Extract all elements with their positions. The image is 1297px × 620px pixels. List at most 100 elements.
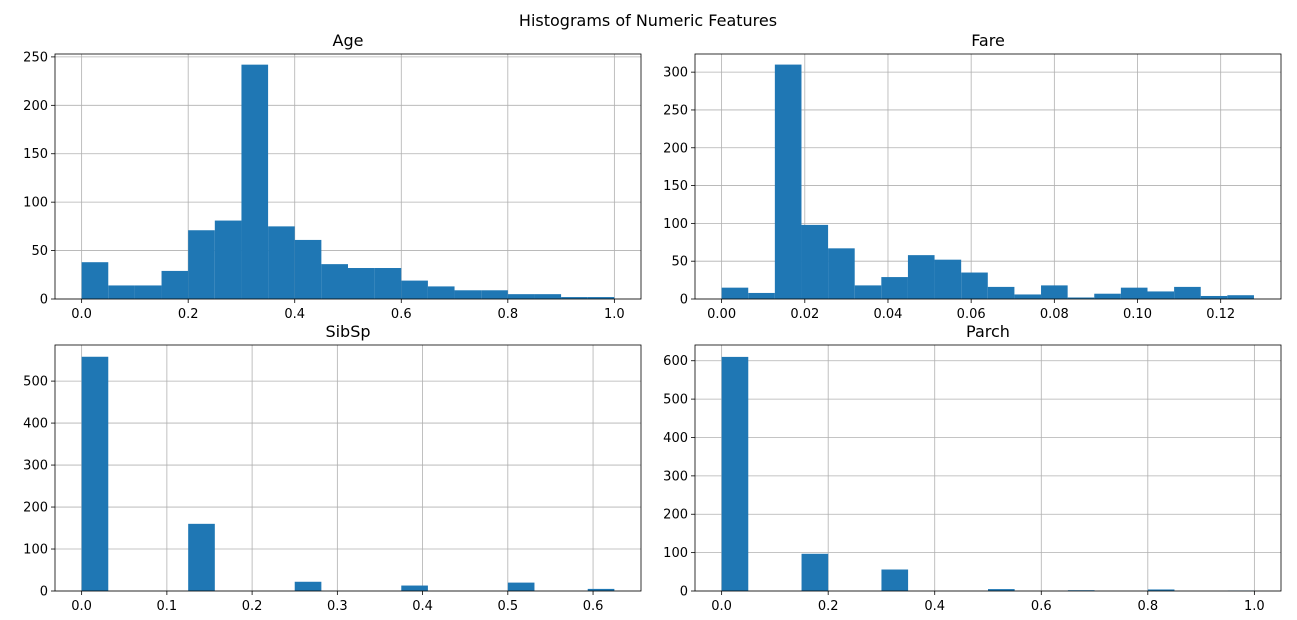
parch-x-tick-label: 0.8: [1137, 599, 1158, 614]
age-x-tick-label: 0.4: [284, 307, 305, 322]
parch-y-tick-label: 100: [663, 546, 688, 561]
age-x-tick-label: 1.0: [604, 307, 625, 322]
subplot-fare: 0.00 0.02 0.04 0.06 0.08 0.10 0.12 0 50 100 150 200…: [663, 31, 1282, 322]
fare-bar-4: [828, 248, 855, 299]
fare-bar-15: [1120, 287, 1148, 299]
age-axes-frame: [54, 53, 642, 300]
fare-bar-19: [1227, 295, 1254, 299]
sibsp-x-tick-label: 0.3: [327, 599, 348, 614]
sibsp-bar-8: [294, 581, 322, 591]
sibsp-y-tick-label: 400: [23, 417, 48, 432]
fare-bar-12: [1041, 285, 1068, 299]
fare-bar-0: [721, 287, 749, 299]
subplot-parch: 0.0 0.2 0.4 0.6 0.8 1.0 0 100 200 300 400 500 600 Par…: [663, 322, 1282, 614]
parch-bar-10: [988, 589, 1015, 591]
fare-x-tick-label: 0.02: [790, 307, 819, 322]
parch-x-tick-label: 0.4: [924, 599, 945, 614]
age-bar-3: [161, 270, 189, 299]
sibsp-x-tick-label: 0.1: [157, 599, 178, 614]
fare-y-tick-label: 200: [663, 141, 688, 156]
sibsp-y-tick-label: 0: [40, 585, 48, 600]
parch-axes-frame: [694, 344, 1282, 592]
sibsp-bar-16: [507, 582, 535, 591]
sibsp-x-tick-label: 0.6: [583, 599, 604, 614]
sibsp-subplot-title: SibSp: [325, 322, 370, 341]
parch-y-tick-label: 200: [663, 508, 688, 523]
fare-bar-10: [987, 286, 1015, 299]
parch-x-tick-label: 1.0: [1244, 599, 1265, 614]
parch-subplot-title: Parch: [966, 322, 1010, 341]
fare-subplot-title: Fare: [971, 31, 1005, 50]
fare-y-tick-label: 150: [663, 179, 688, 194]
sibsp-bar-19: [587, 588, 615, 591]
age-y-tick-label: 0: [40, 293, 48, 308]
fare-x-tick-label: 0.10: [1123, 307, 1152, 322]
parch-x-tick-label: 0.2: [818, 599, 839, 614]
fare-y-tick-label: 250: [663, 103, 688, 118]
age-x-tick-label: 0.6: [391, 307, 412, 322]
sibsp-bar-0: [81, 356, 109, 591]
age-bar-6: [241, 64, 269, 299]
age-x-tick-label: 0.0: [71, 307, 92, 322]
fare-bar-17: [1174, 286, 1201, 299]
fare-bar-5: [854, 285, 882, 299]
age-subplot-title: Age: [333, 31, 364, 50]
age-bar-12: [401, 280, 428, 299]
sibsp-x-tick-label: 0.2: [242, 599, 263, 614]
fare-bar-11: [1014, 294, 1042, 299]
age-bar-1: [108, 285, 135, 299]
age-bar-17: [534, 294, 562, 299]
age-bar-15: [481, 290, 508, 299]
age-bar-16: [507, 294, 535, 299]
fare-bar-16: [1147, 291, 1175, 299]
fare-bar-3: [801, 224, 829, 299]
fare-y-tick-label: 50: [671, 255, 688, 270]
parch-y-tick-label: 500: [663, 393, 688, 408]
age-y-tick-label: 50: [31, 244, 48, 259]
parch-bar-0: [721, 356, 749, 591]
sibsp-y-tick-label: 500: [23, 375, 48, 390]
sibsp-y-tick-label: 200: [23, 501, 48, 516]
parch-y-tick-label: 400: [663, 431, 688, 446]
age-bar-14: [454, 290, 482, 299]
fare-bar-7: [907, 255, 935, 299]
sibsp-x-tick-label: 0.4: [412, 599, 433, 614]
sibsp-x-tick-label: 0.5: [497, 599, 518, 614]
fare-bar-6: [881, 277, 908, 299]
parch-bar-16: [1147, 589, 1175, 591]
fare-x-tick-label: 0.08: [1040, 307, 1069, 322]
fare-bar-14: [1094, 293, 1121, 299]
age-bar-18: [561, 297, 588, 299]
fare-bar-9: [961, 272, 988, 299]
age-y-tick-label: 150: [23, 147, 48, 162]
age-bar-0: [81, 262, 109, 299]
age-bar-2: [134, 285, 162, 299]
subplots: 0.0 0.2 0.4 0.6 0.8 1.0 0 50 100 150 200 250 Age 0.0 0…: [23, 31, 1282, 614]
fare-y-tick-label: 0: [680, 293, 688, 308]
parch-y-tick-label: 300: [663, 469, 688, 484]
subplot-age: 0.0 0.2 0.4 0.6 0.8 1.0 0 50 100 150 200 250 Age: [23, 31, 642, 322]
age-bar-4: [188, 230, 215, 299]
age-y-tick-label: 100: [23, 196, 48, 211]
parch-y-tick-label: 0: [680, 585, 688, 600]
age-bar-9: [321, 264, 348, 299]
fare-bar-13: [1067, 297, 1095, 299]
sibsp-x-tick-label: 0.0: [71, 599, 92, 614]
parch-x-tick-label: 0.0: [711, 599, 732, 614]
age-bar-11: [374, 268, 402, 299]
fare-y-tick-label: 300: [663, 66, 688, 81]
age-y-tick-label: 200: [23, 99, 48, 114]
fare-x-tick-label: 0.12: [1206, 307, 1235, 322]
age-bar-13: [427, 286, 455, 299]
parch-bar-3: [801, 553, 829, 591]
parch-y-tick-label: 600: [663, 354, 688, 369]
fare-y-tick-label: 100: [663, 217, 688, 232]
parch-bar-6: [881, 569, 909, 591]
age-x-tick-label: 0.2: [178, 307, 199, 322]
age-bar-19: [587, 297, 615, 299]
sibsp-y-tick-label: 100: [23, 543, 48, 558]
fare-x-tick-label: 0.04: [874, 307, 903, 322]
fare-x-tick-label: 0.06: [957, 307, 986, 322]
